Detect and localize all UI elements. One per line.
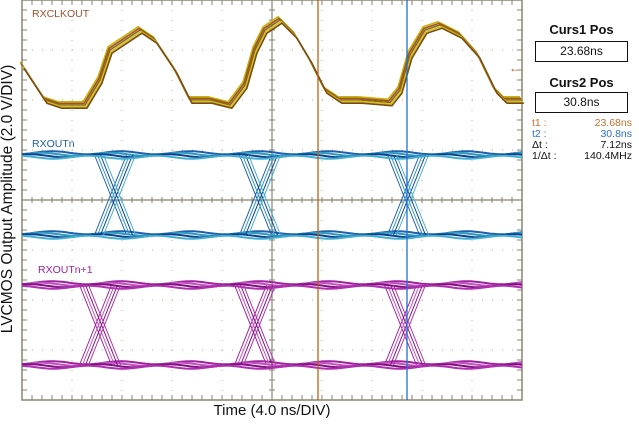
- curs2-position-field[interactable]: 30.8ns: [535, 92, 628, 113]
- rxoutn-rising-edge: [103, 154, 136, 236]
- readout-t2-label: t2 :: [532, 128, 547, 140]
- rxoutn-rising-edge: [242, 154, 275, 236]
- rxoutn1-rising-edge: [79, 284, 112, 366]
- rxclkout-trace: [21, 19, 522, 106]
- left-arrow-icon: ←: [509, 61, 521, 75]
- rxoutn1-level-trace: [21, 284, 523, 290]
- readout-frequency-label: 1/Δt :: [532, 150, 557, 162]
- cursor-lines: [317, 0, 408, 400]
- series-label-rxclkout: RXCLKOUT: [32, 8, 90, 20]
- rxoutn1-rising-edge: [82, 284, 115, 366]
- rxoutn-rising-edge: [396, 154, 429, 236]
- series-label-rxoutn: RXOUTn: [32, 138, 75, 150]
- rxoutn1-rising-edge: [234, 284, 267, 366]
- cursor-panel: Curs1 Pos 23.68ns Curs2 Pos 30.8ns t1 : …: [524, 0, 639, 170]
- rxclkout-trace: [22, 20, 523, 108]
- rxoutn-level-trace: [21, 154, 523, 160]
- readout-delta-t-value: 7.12ns: [600, 139, 632, 151]
- graticule: [21, 0, 523, 401]
- rxoutn1-level-trace: [21, 364, 523, 370]
- rxoutn-rising-edge: [245, 154, 278, 236]
- rxclkout-trace: [23, 22, 524, 109]
- rxoutn-rising-edge: [94, 154, 127, 236]
- rxoutn1-rising-edge: [237, 284, 270, 366]
- rxoutn1-rising-edge: [384, 284, 417, 366]
- rxoutn1-rising-edge: [85, 284, 118, 366]
- rxoutn-rising-edge: [97, 154, 130, 236]
- rxoutn-rising-edge: [393, 154, 426, 236]
- rxoutn-rising-edge: [239, 154, 272, 236]
- rxoutn-level-trace: [21, 234, 523, 240]
- readout-t1-label: t1 :: [532, 117, 547, 129]
- rxoutn1-rising-edge: [243, 284, 276, 366]
- rxclkout-trace: [20, 17, 521, 105]
- rxoutn1-rising-edge: [88, 284, 121, 366]
- rxoutn-rising-edge: [248, 154, 281, 236]
- readout-t1-value: 23.68ns: [594, 117, 632, 129]
- readout-t2-value: 30.8ns: [600, 128, 632, 140]
- rxclkout-trace: [19, 16, 521, 103]
- readout-frequency-value: 140.4MHz: [584, 150, 632, 162]
- rxoutn-rising-edge: [100, 154, 133, 236]
- series-label-rxoutn1: RXOUTn+1: [38, 264, 93, 276]
- rxoutn1-rising-edge: [393, 284, 426, 366]
- curs1-position-field[interactable]: 23.68ns: [535, 41, 628, 62]
- rxoutn-rising-edge: [387, 154, 420, 236]
- y-axis-label: LVCMOS Output Amplitude (2.0 V/DIV): [0, 64, 16, 334]
- waveform-traces: [19, 16, 524, 370]
- curs1-title: Curs1 Pos: [549, 22, 614, 37]
- readout-delta-t-label: Δt :: [532, 139, 548, 151]
- curs2-title: Curs2 Pos: [549, 75, 614, 90]
- rxoutn1-rising-edge: [387, 284, 420, 366]
- rxoutn1-rising-edge: [240, 284, 273, 366]
- x-axis-label: Time (4.0 ns/DIV): [213, 402, 331, 419]
